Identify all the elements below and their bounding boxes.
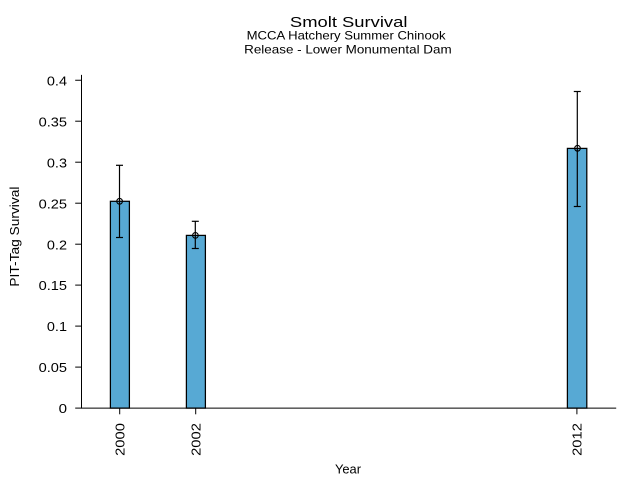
svg-text:0.05: 0.05 bbox=[39, 360, 67, 375]
svg-text:2000: 2000 bbox=[113, 423, 128, 456]
svg-text:0.15: 0.15 bbox=[39, 278, 67, 293]
svg-text:Smolt Survival: Smolt Survival bbox=[290, 14, 408, 31]
svg-text:PIT-Tag Survival: PIT-Tag Survival bbox=[7, 187, 22, 287]
svg-text:MCCA Hatchery Summer Chinook: MCCA Hatchery Summer Chinook bbox=[247, 28, 447, 42]
svg-text:Year: Year bbox=[335, 461, 362, 476]
svg-text:0.1: 0.1 bbox=[47, 319, 67, 334]
svg-text:0: 0 bbox=[59, 401, 67, 416]
svg-text:0.2: 0.2 bbox=[47, 237, 67, 252]
svg-text:0.35: 0.35 bbox=[39, 114, 67, 129]
svg-text:Release - Lower Monumental Dam: Release - Lower Monumental Dam bbox=[244, 43, 452, 57]
svg-text:2002: 2002 bbox=[189, 423, 204, 456]
svg-text:0.4: 0.4 bbox=[47, 73, 67, 88]
svg-text:2012: 2012 bbox=[570, 423, 585, 456]
svg-text:0.25: 0.25 bbox=[39, 196, 67, 211]
svg-text:0.3: 0.3 bbox=[47, 155, 67, 170]
